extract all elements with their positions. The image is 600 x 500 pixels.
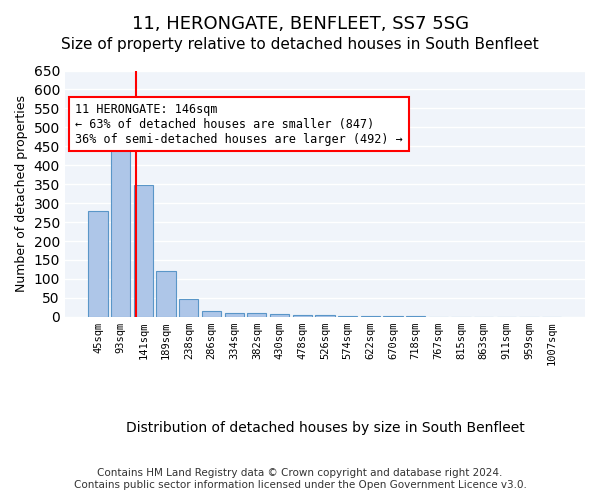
Bar (179, 298, 199, 317)
Bar (157, 270, 176, 317)
Bar (247, 313, 266, 317)
Text: Contains HM Land Registry data © Crown copyright and database right 2024.
Contai: Contains HM Land Registry data © Crown c… (74, 468, 526, 490)
Bar (338, 316, 357, 317)
Bar (224, 313, 244, 317)
Bar (270, 314, 289, 317)
Text: Size of property relative to detached houses in South Benfleet: Size of property relative to detached ho… (61, 38, 539, 52)
Y-axis label: Number of detached properties: Number of detached properties (15, 95, 28, 292)
Text: 11, HERONGATE, BENFLEET, SS7 5SG: 11, HERONGATE, BENFLEET, SS7 5SG (131, 15, 469, 33)
Bar (88, 210, 108, 317)
Text: 11 HERONGATE: 146sqm
← 63% of detached houses are smaller (847)
36% of semi-deta: 11 HERONGATE: 146sqm ← 63% of detached h… (75, 102, 403, 146)
Bar (202, 311, 221, 317)
Bar (111, 119, 130, 317)
X-axis label: Distribution of detached houses by size in South Benfleet: Distribution of detached houses by size … (125, 421, 524, 435)
Bar (315, 315, 335, 317)
Bar (293, 315, 312, 317)
Bar (134, 186, 153, 317)
